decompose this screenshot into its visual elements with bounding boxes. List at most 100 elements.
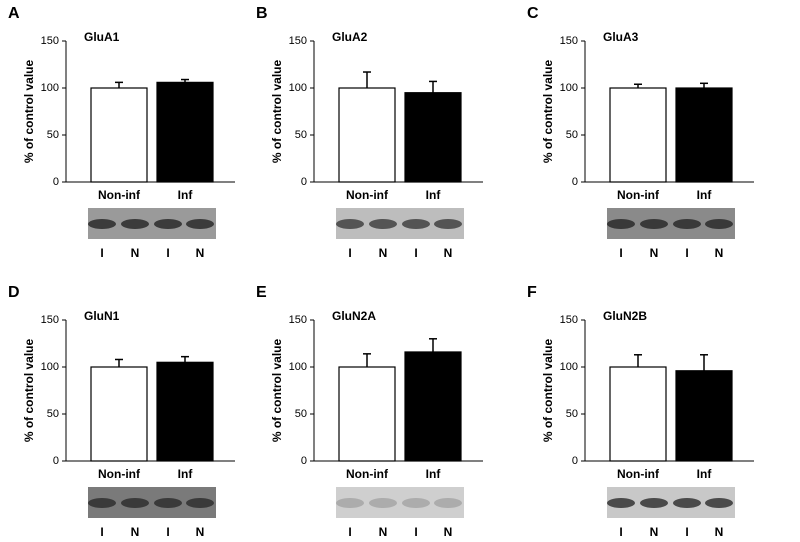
- y-tick-label: 150: [560, 314, 578, 326]
- x-tick-label: Non-inf: [346, 467, 389, 481]
- y-tick-label: 150: [560, 35, 578, 47]
- x-tick-label: Inf: [426, 467, 442, 481]
- y-tick-label: 50: [295, 408, 307, 420]
- panel-label: E: [256, 284, 267, 301]
- bar: [609, 87, 667, 183]
- x-tick-label: Inf: [697, 188, 713, 202]
- blot-band: [705, 498, 733, 508]
- y-tick-label: 100: [289, 361, 307, 373]
- chart-title: GluN1: [84, 309, 120, 323]
- panel: A GluA1 % of control value 0 50 100 150 Non-inf…: [8, 5, 235, 260]
- lane-label: N: [650, 525, 659, 539]
- y-tick-label: 50: [295, 129, 307, 141]
- panel-label: F: [527, 284, 537, 301]
- bar: [404, 351, 462, 462]
- lane-label: N: [196, 525, 205, 539]
- lane-label: I: [348, 525, 351, 539]
- blot-band: [640, 219, 668, 229]
- blot-band: [673, 219, 701, 229]
- chart-title: GluA2: [332, 30, 368, 44]
- lane-label: I: [619, 525, 622, 539]
- lane-label: N: [131, 525, 140, 539]
- blot-band: [186, 219, 214, 229]
- blot-band: [705, 219, 733, 229]
- blot-band: [121, 498, 149, 508]
- y-tick-label: 150: [289, 314, 307, 326]
- bar: [156, 81, 214, 183]
- blot-band: [121, 219, 149, 229]
- blot-band: [369, 219, 397, 229]
- lane-label: N: [379, 246, 388, 260]
- y-tick-label: 150: [41, 314, 59, 326]
- y-tick-label: 50: [566, 408, 578, 420]
- bar: [338, 366, 396, 462]
- chart-title: GluA1: [84, 30, 120, 44]
- y-axis-label: % of control value: [22, 339, 36, 443]
- blot-band: [154, 219, 182, 229]
- y-axis-label: % of control value: [541, 60, 555, 164]
- y-tick-label: 150: [289, 35, 307, 47]
- y-axis-label: % of control value: [270, 339, 284, 443]
- y-tick-label: 100: [41, 361, 59, 373]
- blot-band: [336, 498, 364, 508]
- bar: [90, 87, 148, 183]
- blot-band: [434, 219, 462, 229]
- lane-label: N: [650, 246, 659, 260]
- blot-band: [607, 498, 635, 508]
- x-tick-label: Non-inf: [617, 467, 660, 481]
- x-tick-label: Inf: [178, 188, 194, 202]
- x-tick-label: Inf: [426, 188, 442, 202]
- panel: D GluN1 % of control value 0 50 100 150 Non-inf…: [8, 284, 235, 539]
- lane-label: I: [166, 525, 169, 539]
- blot-band: [154, 498, 182, 508]
- panel: B GluA2 % of control value 0 50 100 150 Non-inf…: [256, 5, 483, 260]
- y-tick-label: 50: [47, 408, 59, 420]
- lane-label: I: [100, 525, 103, 539]
- blot-band: [336, 219, 364, 229]
- y-tick-label: 50: [47, 129, 59, 141]
- blot-band: [88, 219, 116, 229]
- bar: [338, 87, 396, 183]
- blot-band: [640, 498, 668, 508]
- panel-label: B: [256, 5, 268, 22]
- y-tick-label: 0: [572, 455, 578, 467]
- bar: [675, 87, 733, 183]
- lane-label: N: [131, 246, 140, 260]
- x-tick-label: Non-inf: [617, 188, 660, 202]
- blot-band: [402, 498, 430, 508]
- blot-band: [88, 498, 116, 508]
- y-tick-label: 100: [289, 82, 307, 94]
- lane-label: I: [166, 246, 169, 260]
- blot-band: [369, 498, 397, 508]
- x-tick-label: Non-inf: [346, 188, 389, 202]
- lane-label: I: [619, 246, 622, 260]
- lane-label: N: [444, 525, 453, 539]
- blot-band: [434, 498, 462, 508]
- y-tick-label: 0: [53, 176, 59, 188]
- bar: [156, 361, 214, 462]
- x-tick-label: Inf: [178, 467, 194, 481]
- panel-label: C: [527, 5, 539, 22]
- chart-title: GluN2B: [603, 309, 647, 323]
- y-tick-label: 100: [560, 82, 578, 94]
- y-tick-label: 0: [53, 455, 59, 467]
- bar: [404, 92, 462, 183]
- bar: [675, 370, 733, 462]
- lane-label: N: [196, 246, 205, 260]
- chart-title: GluA3: [603, 30, 639, 44]
- blot-band: [402, 219, 430, 229]
- panel-label: D: [8, 284, 20, 301]
- y-tick-label: 0: [572, 176, 578, 188]
- y-tick-label: 0: [301, 176, 307, 188]
- blot-band: [186, 498, 214, 508]
- y-tick-label: 0: [301, 455, 307, 467]
- panel: F GluN2B % of control value 0 50 100 150 Non-in…: [527, 284, 754, 539]
- x-tick-label: Non-inf: [98, 467, 141, 481]
- lane-label: I: [414, 246, 417, 260]
- y-tick-label: 150: [41, 35, 59, 47]
- blot-band: [673, 498, 701, 508]
- lane-label: I: [685, 525, 688, 539]
- y-tick-label: 50: [566, 129, 578, 141]
- lane-label: I: [685, 246, 688, 260]
